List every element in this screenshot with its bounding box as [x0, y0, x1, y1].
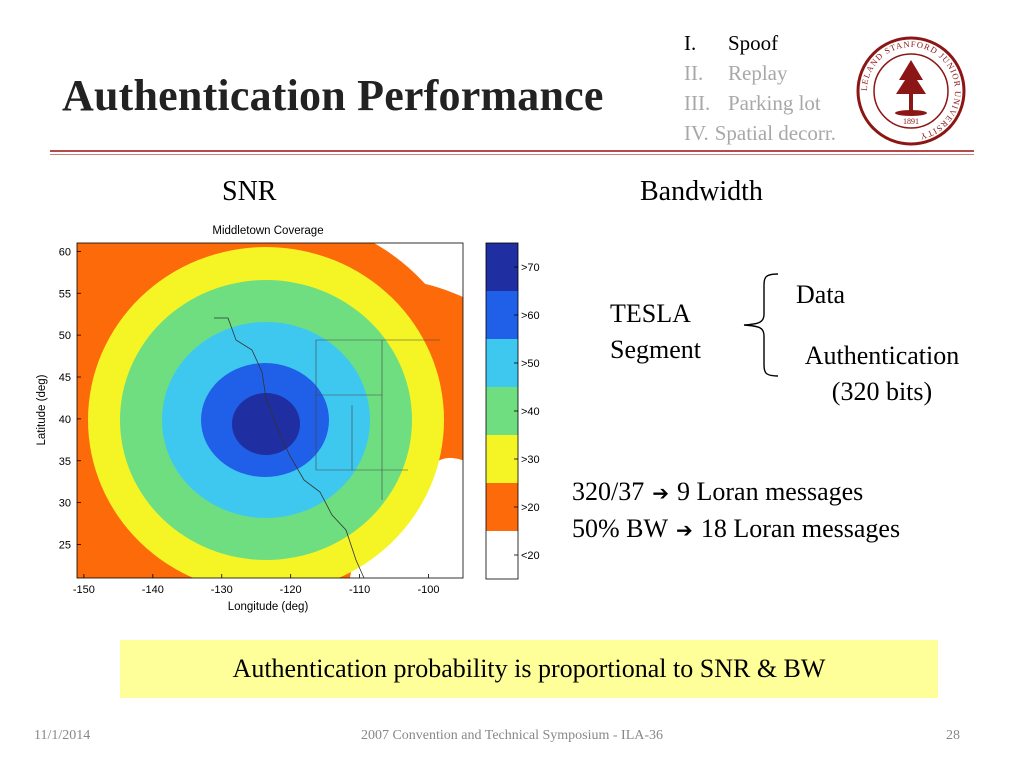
bandwidth-heading: Bandwidth [640, 176, 763, 207]
colorbar-swatch [486, 243, 518, 291]
colorbar-swatch [486, 387, 518, 435]
colorbar-label: >70 [521, 262, 540, 274]
agenda-item-spatial-decorr: IV. Spatial decorr. [684, 118, 836, 148]
agenda-label: Parking lot [728, 91, 821, 115]
calc-right: 9 Loran messages [677, 477, 864, 506]
title-divider-thin [50, 154, 974, 155]
colorbar-label: >30 [521, 454, 540, 466]
y-tick-label: 40 [59, 414, 71, 426]
chart-title: Middletown Coverage [212, 225, 323, 237]
snr-colorbar: >70 >60 >50 >40 >30 >20 <20 [485, 242, 540, 580]
footer-date: 11/1/2014 [34, 728, 91, 743]
agenda-item-replay: II. Replay [684, 58, 836, 88]
y-tick-label: 30 [59, 498, 71, 510]
agenda-label: Replay [728, 61, 788, 85]
colorbar-label: >50 [521, 358, 540, 370]
calc-right: 18 Loran messages [700, 514, 901, 543]
message-calculation: 320/37 ➔ 9 Loran messages 50% BW ➔ 18 Loran … [572, 474, 900, 548]
colorbar-label: >20 [521, 502, 540, 514]
auth-line-1: Authentication [804, 341, 960, 370]
y-axis-label: Latitude (deg) [36, 374, 48, 445]
coastline [214, 317, 365, 578]
slide-title: Authentication Performance [62, 71, 604, 120]
y-tick-label: 35 [59, 456, 71, 468]
x-tick-label: -130 [211, 584, 233, 596]
x-tick-label: -150 [73, 584, 95, 596]
y-tick-label: 50 [59, 330, 71, 342]
agenda-label: Spatial decorr. [714, 121, 836, 145]
arrow-right-icon: ➔ [676, 518, 693, 542]
stanford-seal-icon: LELAND STANFORD JUNIOR UNIVERSITY 1891 [856, 36, 966, 146]
auth-line-2: (320 bits) [831, 377, 933, 406]
data-part-label: Data [796, 280, 846, 309]
footer-page-number: 28 [946, 728, 960, 743]
seal-year: 1891 [903, 117, 919, 126]
colorbar-swatch [486, 483, 518, 531]
colorbar-swatch [486, 291, 518, 339]
agenda-item-spoof: I. Spoof [684, 28, 836, 58]
agenda-number: II. [684, 61, 704, 85]
coverage-chart: Middletown Coverage -150 -140 -130 -120 -110… [36, 225, 540, 613]
tesla-segment-label: TESLA Segment [610, 296, 701, 368]
contour-gt70 [232, 393, 300, 455]
tesla-line-1: TESLA [610, 299, 691, 328]
colorbar-frame [485, 242, 519, 580]
y-tick-label: 60 [59, 246, 71, 258]
y-axis-ticks: 60 55 50 45 40 35 30 25 [59, 246, 81, 552]
y-tick-label: 45 [59, 372, 71, 384]
x-tick-label: -140 [142, 584, 164, 596]
snr-contours [77, 243, 463, 578]
snr-heading: SNR [222, 176, 277, 207]
footer-event: 2007 Convention and Technical Symposium … [360, 728, 664, 743]
colorbar-label: >60 [521, 310, 540, 322]
agenda-number: III. [684, 91, 711, 115]
x-axis-label: Longitude (deg) [228, 601, 309, 613]
authentication-part-label: Authentication (320 bits) [780, 338, 984, 410]
calc-row-1: 320/37 ➔ 9 Loran messages [572, 474, 900, 511]
x-axis-ticks: -150 -140 -130 -120 -110 -100 [73, 574, 440, 596]
calc-left: 320/37 [572, 477, 645, 506]
colorbar-label: <20 [521, 550, 540, 562]
y-tick-label: 55 [59, 288, 71, 300]
x-tick-label: -100 [418, 584, 440, 596]
x-tick-label: -120 [280, 584, 302, 596]
agenda-label: Spoof [728, 31, 779, 55]
state-borders [315, 339, 440, 500]
agenda-item-parking-lot: III. Parking lot [684, 88, 836, 118]
tesla-line-2: Segment [610, 335, 701, 364]
conclusion-callout: Authentication probability is proportion… [120, 640, 938, 698]
plot-frame [76, 242, 464, 579]
colorbar-swatch [486, 531, 518, 579]
arrow-right-icon: ➔ [652, 481, 669, 505]
y-tick-label: 25 [59, 540, 71, 552]
agenda-number: IV. [684, 121, 709, 145]
title-divider [50, 150, 974, 152]
calc-left: 50% BW [572, 514, 669, 543]
colorbar-label: >40 [521, 406, 540, 418]
agenda-number: I. [684, 31, 697, 55]
calc-row-2: 50% BW ➔ 18 Loran messages [572, 511, 900, 548]
agenda-list: I. Spoof II. Replay III. Parking lot IV.… [684, 28, 836, 148]
x-tick-label: -110 [349, 584, 370, 596]
colorbar-swatch [486, 435, 518, 483]
brace-icon [743, 273, 779, 377]
colorbar-swatch [486, 339, 518, 387]
